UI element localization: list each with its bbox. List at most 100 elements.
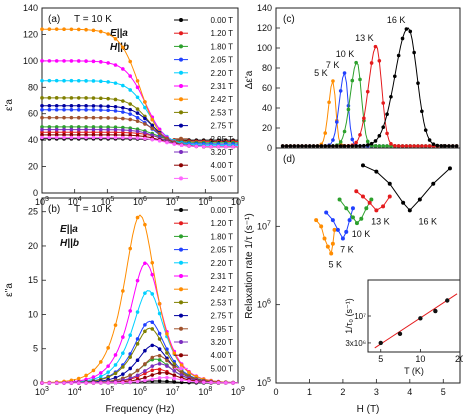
data-point [69, 115, 74, 120]
data-point [47, 103, 52, 108]
panel-b-label: (b) [48, 204, 60, 215]
inset-fit-line [374, 293, 458, 349]
data-point [113, 353, 118, 357]
data-point [84, 59, 88, 63]
data-point [344, 229, 349, 234]
data-point [47, 125, 52, 129]
series-253T [40, 96, 238, 149]
panel-d-xlabel: H (T) [357, 404, 380, 415]
y-tick-label: 80 [28, 82, 38, 92]
legend-entry: 5.00 T [174, 174, 233, 183]
data-point [121, 130, 125, 135]
y-tick-label: 107 [257, 220, 271, 231]
data-point [113, 36, 118, 41]
y-tick-label: 140 [257, 3, 272, 13]
data-point [335, 227, 340, 232]
data-point [128, 128, 132, 133]
data-point [209, 144, 213, 149]
data-point [150, 327, 155, 331]
data-point [150, 260, 155, 265]
data-point [365, 143, 370, 147]
data-point [84, 108, 88, 112]
inset-point [433, 308, 438, 314]
data-point [393, 74, 397, 79]
legend-label: 2.31 T [210, 82, 233, 91]
data-point [342, 144, 347, 148]
series-10K: 10 K [337, 197, 374, 239]
data-point [113, 375, 118, 380]
data-point [423, 144, 428, 148]
series-7K: 7 K [324, 206, 355, 254]
data-point [128, 309, 132, 313]
series-line [362, 164, 451, 212]
data-point [91, 96, 96, 100]
data-point [99, 96, 103, 101]
data-point [135, 129, 140, 134]
data-point [157, 337, 162, 341]
data-point [373, 44, 378, 49]
data-point [431, 181, 436, 186]
panel-b-ylabel: ε''a [4, 283, 15, 297]
data-point [209, 380, 213, 385]
panel-c-ticks: 0 20 40 60 80 100 120 140 [257, 3, 444, 153]
data-point [150, 292, 155, 296]
data-point [157, 301, 162, 306]
data-point [404, 27, 409, 31]
data-point [150, 377, 155, 382]
legend-marker [179, 260, 183, 265]
data-point [128, 59, 132, 64]
data-point [76, 133, 81, 137]
data-point [216, 380, 221, 385]
legend-label: 1.20 T [210, 29, 233, 38]
data-point [358, 144, 362, 148]
x-tick-label: 108 [198, 386, 212, 397]
data-point [99, 127, 103, 132]
data-point [54, 96, 59, 100]
data-point [99, 60, 103, 64]
y-tick-label: 105 [257, 377, 271, 388]
data-point [40, 135, 44, 140]
x-tick-label: 0 [273, 387, 278, 397]
legend-marker [179, 150, 183, 154]
data-point [350, 144, 355, 148]
data-point [128, 88, 132, 92]
data-point [330, 241, 335, 246]
data-point [47, 107, 52, 112]
data-point [40, 107, 44, 112]
data-point [150, 133, 155, 137]
data-point [106, 104, 110, 109]
data-point [231, 144, 235, 149]
data-point [335, 144, 339, 148]
data-point [113, 125, 118, 130]
legend-marker [179, 18, 183, 22]
data-point [106, 127, 110, 132]
data-point [373, 144, 378, 148]
data-point [150, 343, 155, 348]
data-point [284, 144, 289, 148]
legend-entry: 0.00 T [174, 206, 233, 215]
data-point [106, 370, 110, 374]
data-point [91, 130, 96, 135]
data-point [331, 79, 335, 83]
y-tick-label: 120 [257, 23, 272, 33]
data-point [69, 96, 74, 100]
y-tick-label: 0 [33, 188, 38, 198]
data-point [54, 133, 59, 137]
panel-a-cond-e: E||a [110, 28, 128, 39]
data-point [324, 210, 329, 215]
data-point [330, 218, 335, 223]
x-tick-label: 107 [166, 386, 180, 397]
series-label: 13 K [355, 33, 374, 43]
data-point [62, 133, 66, 137]
x-tick-label: 105 [100, 386, 114, 397]
data-point [91, 375, 96, 379]
data-point [84, 133, 88, 137]
data-point [231, 381, 235, 385]
data-point [322, 236, 327, 241]
legend-marker [179, 70, 183, 75]
inset-y-tick-label: 3x10⁶ [345, 339, 366, 348]
x-tick-label: 109 [231, 196, 245, 207]
data-point [47, 27, 52, 31]
data-point [128, 246, 132, 251]
legend-label: 0.00 T [210, 16, 233, 25]
